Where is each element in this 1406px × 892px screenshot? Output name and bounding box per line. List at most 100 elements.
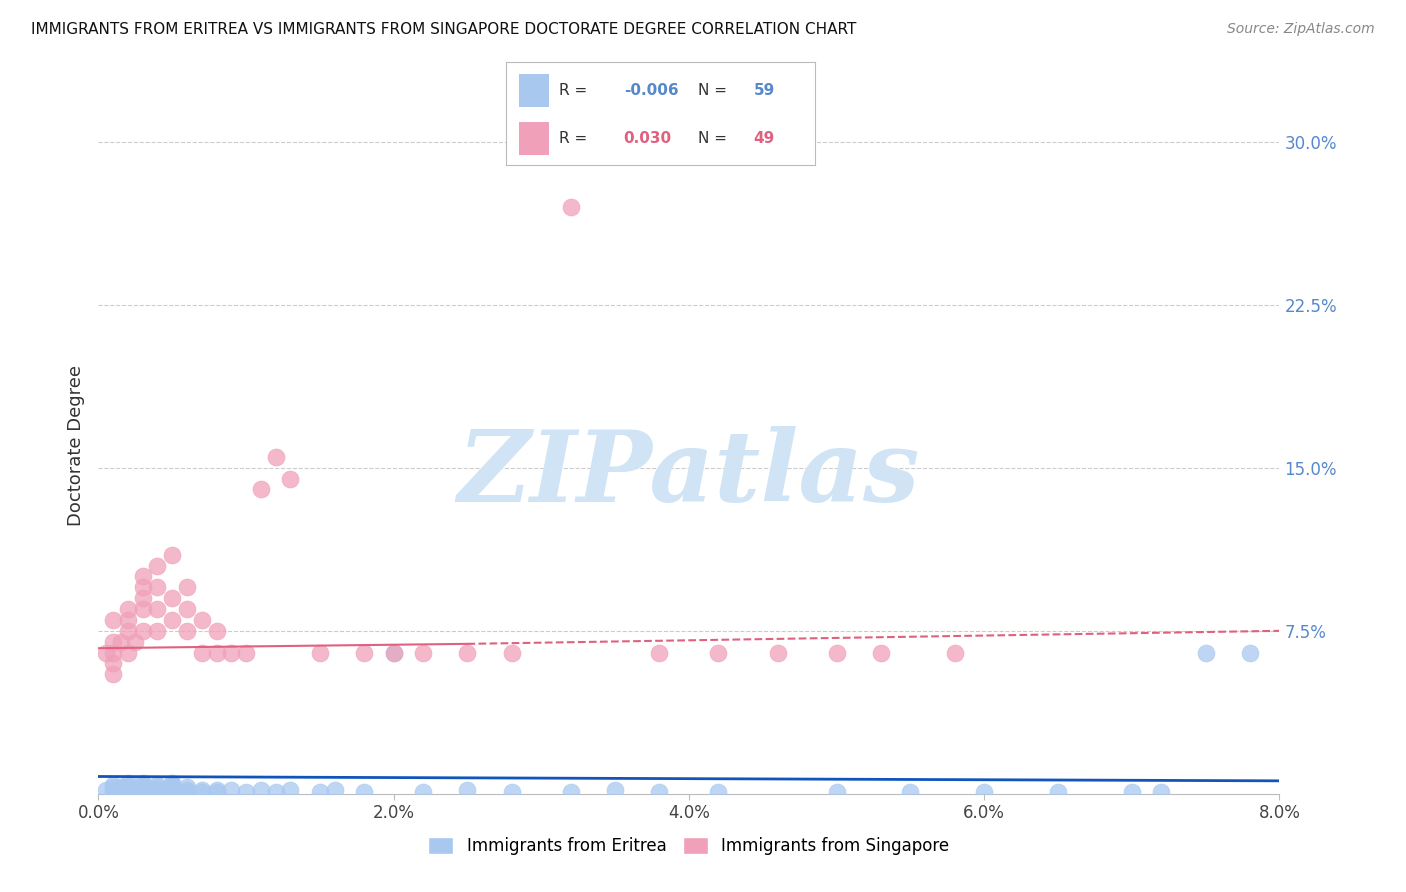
Point [191,782,214,797]
Point [501,646,523,660]
Point [235,785,257,799]
Point [162,776,183,790]
Point [648,785,671,799]
Point [132,602,155,616]
Point [707,785,730,799]
Text: R =: R = [558,131,586,146]
Legend: Immigrants from Eritrea, Immigrants from Singapore: Immigrants from Eritrea, Immigrants from… [422,830,956,862]
Point [132,569,155,583]
Point [117,776,139,790]
Point [162,785,183,799]
Point [117,613,139,627]
Y-axis label: Doctorate Degree: Doctorate Degree [66,366,84,526]
Point [309,785,332,799]
Point [353,646,375,660]
Point [162,778,183,792]
Point [103,613,125,627]
Point [766,646,789,660]
Point [146,624,169,638]
Point [103,785,125,799]
Point [132,782,155,797]
Point [117,624,139,638]
Point [117,782,139,797]
Point [1150,785,1173,799]
Point [110,634,132,648]
Point [132,776,155,790]
Point [146,558,169,573]
Point [205,782,228,797]
Point [323,782,346,797]
Point [560,785,582,799]
Text: -0.006: -0.006 [624,83,678,97]
Text: IMMIGRANTS FROM ERITREA VS IMMIGRANTS FROM SINGAPORE DOCTORATE DEGREE CORRELATIO: IMMIGRANTS FROM ERITREA VS IMMIGRANTS FR… [31,22,856,37]
Point [176,602,198,616]
Point [264,785,287,799]
Point [103,667,125,681]
Point [973,785,995,799]
Point [132,624,155,638]
Point [117,778,139,792]
Point [146,782,169,797]
Point [146,602,169,616]
Point [280,782,302,797]
Point [162,548,183,562]
Text: 0.030: 0.030 [624,131,672,146]
FancyBboxPatch shape [519,122,550,155]
Point [103,646,125,660]
Point [605,782,627,797]
Point [205,624,228,638]
FancyBboxPatch shape [519,74,550,106]
Point [353,785,375,799]
Point [280,472,302,486]
Point [221,646,243,660]
Point [457,646,479,660]
Point [117,780,139,795]
Point [412,646,434,660]
Point [124,782,146,797]
Point [162,591,183,606]
Point [176,782,198,797]
Point [205,785,228,799]
Point [221,782,243,797]
Point [103,780,125,795]
Point [870,646,893,660]
Point [825,646,848,660]
Point [250,483,273,497]
Point [707,646,730,660]
Point [110,780,132,795]
Point [132,591,155,606]
Point [139,782,162,797]
Point [132,780,155,795]
Point [146,778,169,792]
Point [191,785,214,799]
Text: N =: N = [697,131,727,146]
Point [825,785,848,799]
Point [146,780,169,795]
Point [457,782,479,797]
Point [132,778,155,792]
Point [162,780,183,795]
Point [176,580,198,594]
Text: Source: ZipAtlas.com: Source: ZipAtlas.com [1227,22,1375,37]
Point [382,646,405,660]
Point [132,580,155,594]
Point [191,613,214,627]
Point [1121,785,1143,799]
Text: N =: N = [697,83,727,97]
Text: R =: R = [558,83,586,97]
Point [124,634,146,648]
Text: 59: 59 [754,83,775,97]
Text: ZIPatlas: ZIPatlas [458,425,920,522]
Point [382,646,405,660]
Point [146,580,169,594]
Point [146,785,169,799]
Point [162,782,183,797]
Point [94,782,117,797]
Point [560,200,582,214]
Point [162,613,183,627]
Point [235,646,257,660]
Point [250,782,273,797]
Point [176,780,198,795]
Point [648,646,671,660]
Point [176,624,198,638]
